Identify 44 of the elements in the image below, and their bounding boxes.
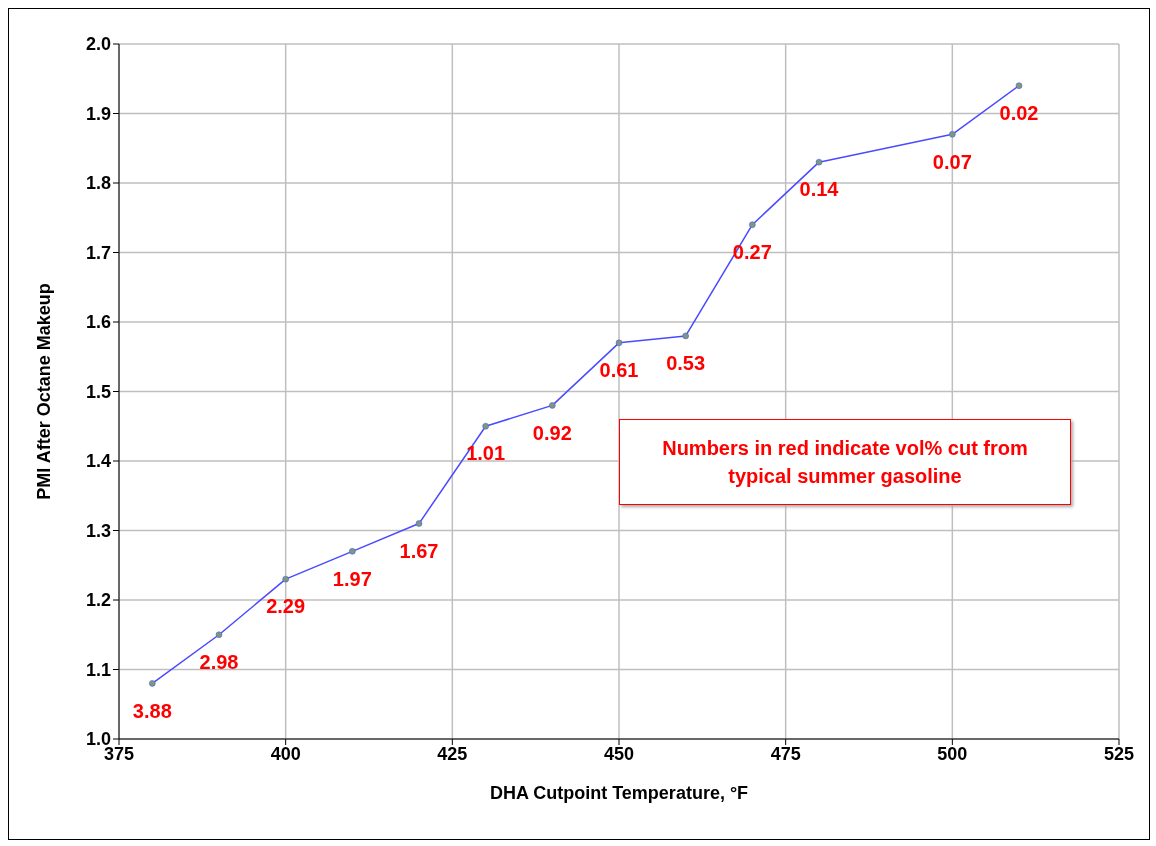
annotation: 3.88: [132, 699, 172, 722]
point: [1015, 82, 1023, 89]
x-tick-label: 450: [603, 743, 635, 764]
y-tick-label: 1.8: [85, 173, 111, 194]
y-axis-title: PMI After Octane Makeup: [34, 283, 55, 500]
point: [282, 575, 289, 583]
point: [415, 520, 423, 527]
x-tick-label: 400: [270, 743, 301, 764]
annotation: 1.01: [466, 442, 506, 465]
annotation: 1.97: [332, 567, 372, 590]
annotation: 0.07: [932, 150, 972, 173]
point: [949, 131, 956, 138]
x-tick-label: 500: [937, 743, 968, 764]
point: [749, 221, 756, 228]
y-tick-label: 1.4: [85, 451, 111, 472]
point: [215, 631, 223, 638]
point: [615, 339, 623, 347]
y-tick-label: 1.1: [85, 659, 111, 680]
point: [149, 680, 156, 687]
annotation: 0.92: [532, 421, 572, 444]
x-tick-label: 475: [770, 743, 801, 764]
annotation: 2.98: [199, 650, 239, 673]
annotation: 1.67: [399, 539, 439, 562]
point: [349, 548, 356, 555]
point: [482, 423, 489, 430]
y-tick-label: 1.6: [85, 312, 111, 333]
y-tick-label: 1.5: [85, 381, 111, 402]
annotation: 0.02: [999, 101, 1039, 124]
annotation: 0.61: [599, 359, 639, 382]
point: [682, 332, 689, 340]
point: [815, 158, 823, 166]
note-box: Numbers in red indicate vol% cut from typical summer gasoline: [619, 419, 1071, 505]
y-tick-label: 1.3: [85, 520, 111, 541]
point: [549, 402, 556, 409]
x-tick-label: 525: [1103, 743, 1135, 764]
x-axis-title: DHA Cutpoint Temperature, °F: [489, 783, 749, 803]
x-tick-label: 425: [437, 743, 468, 764]
annotation: 0.14: [799, 178, 840, 201]
y-tick-label: 1.2: [85, 590, 111, 611]
y-tick-label: 1.9: [85, 103, 111, 124]
y-tick-label: 2.0: [85, 34, 111, 55]
annotation: 0.53: [666, 352, 706, 375]
y-tick-label: 1.7: [85, 242, 111, 263]
annotation: 2.29: [266, 595, 306, 618]
